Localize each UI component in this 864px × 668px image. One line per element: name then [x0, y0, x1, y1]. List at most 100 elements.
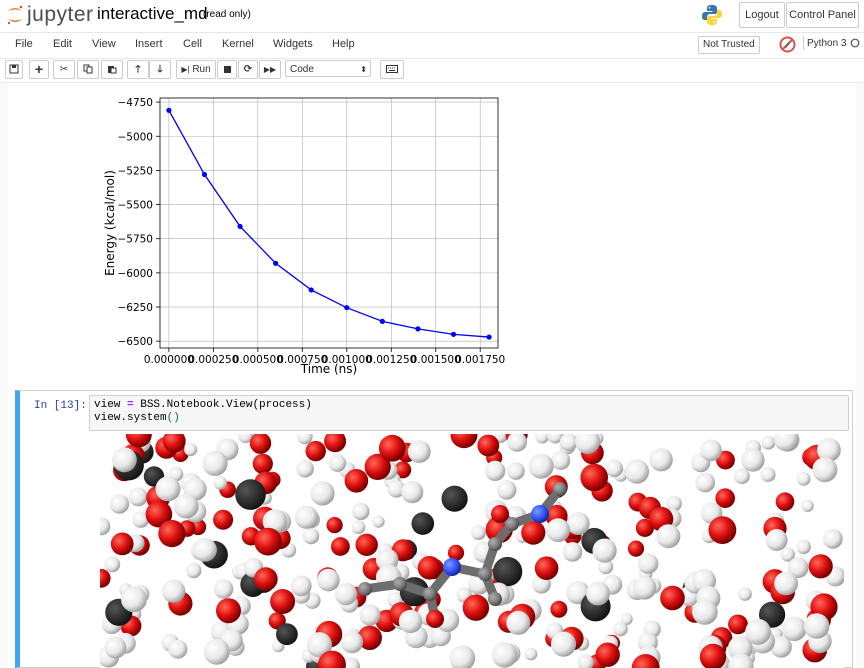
menu-kernel[interactable]: Kernel [222, 38, 254, 50]
cell-type-select[interactable]: Code ⬍ [285, 60, 371, 77]
nitrogen-atom [443, 558, 461, 576]
run-button[interactable]: ▶| Run [176, 60, 216, 79]
menu-cell[interactable]: Cell [183, 38, 202, 50]
jupyter-logo-icon [7, 5, 23, 25]
hydrogen-atom [317, 568, 340, 592]
save-button[interactable] [5, 60, 23, 79]
oxygen-atom [378, 434, 406, 462]
menu-help[interactable]: Help [332, 38, 355, 50]
hydrogen-atom [598, 559, 614, 575]
hydrogen-atom [203, 638, 230, 665]
hydrogen-atom [168, 639, 188, 659]
restart-run-all-button[interactable]: ▶▶ [259, 60, 281, 79]
logout-button[interactable]: Logout [739, 2, 785, 28]
hydrogen-atom [401, 481, 424, 504]
hydrogen-atom [535, 434, 550, 444]
hydrogen-atom [637, 553, 659, 574]
hydrogen-atom [695, 472, 716, 493]
plot-ticks: 0.0000000.0002500.0005000.0007500.001000… [117, 97, 505, 366]
menu-widgets[interactable]: Widgets [273, 38, 313, 50]
energy-series-points [166, 107, 492, 340]
dark-atom [759, 601, 786, 628]
interrupt-button[interactable] [217, 60, 237, 79]
menu-insert[interactable]: Insert [135, 38, 163, 50]
oxygen-atom [254, 527, 282, 556]
code-editor[interactable]: view = BSS.Notebook.View(process) view.s… [89, 395, 849, 431]
oxygen-atom [326, 517, 343, 534]
data-point [344, 305, 350, 311]
notebook-name[interactable]: interactive_md [97, 4, 208, 23]
hydrogen-atom [484, 460, 506, 481]
cut-button[interactable]: ✂ [53, 60, 75, 79]
move-down-button[interactable]: 🡓 [149, 60, 171, 79]
oxygen-atom [216, 598, 241, 624]
oxygen-atom [447, 544, 465, 561]
data-point [379, 318, 385, 324]
oxygen-atom [595, 642, 620, 667]
hydrogen-atom [796, 539, 811, 555]
x-tick-label: 0.000500 [233, 354, 283, 366]
carbon-atom [393, 577, 407, 591]
paste-button[interactable] [101, 60, 123, 79]
oxygen-atom [716, 450, 735, 470]
hydrogen-atom [121, 586, 147, 613]
arrow-down-icon: 🡓 [157, 64, 163, 75]
code-parens: () [166, 412, 180, 424]
hydrogen-atom [351, 520, 366, 535]
oxygen-atom [477, 434, 500, 457]
hydrogen-atom [155, 476, 181, 502]
hydrogen-atom [294, 505, 319, 529]
insert-cell-button[interactable]: + [29, 60, 49, 79]
restart-button[interactable]: ⟳ [238, 60, 258, 79]
move-up-button[interactable]: 🡑 [127, 60, 149, 79]
oxygen-atom [125, 434, 152, 448]
menu-view[interactable]: View [92, 38, 116, 50]
data-point [308, 287, 314, 293]
code-token: view.system [94, 412, 167, 424]
oxygen-atom [462, 594, 490, 621]
step-forward-icon: ▶| [181, 65, 190, 74]
x-tick-label: 0.000250 [188, 354, 238, 366]
oxygen-atom [355, 533, 378, 556]
hydrogen-atom [656, 524, 681, 549]
not-trusted-indicator[interactable]: Not Trusted [698, 36, 760, 54]
hydrogen-atom [796, 472, 811, 486]
carbon-atom [488, 592, 502, 606]
hydrogen-atom [290, 575, 312, 597]
command-palette-button[interactable] [380, 60, 404, 79]
hydrogen-atom [471, 525, 486, 540]
x-tick-label: 0.001750 [455, 354, 505, 366]
hydrogen-atom [213, 579, 234, 599]
y-tick-label: −5500 [117, 200, 153, 212]
oxygen-atom [631, 654, 660, 668]
hydrogen-atom [551, 451, 571, 470]
hydrogen-atom [100, 517, 111, 536]
carbon-atom [505, 517, 519, 531]
hydrogen-atom [213, 476, 227, 490]
python-logo-icon [702, 5, 722, 25]
oxygen-atom [249, 434, 272, 454]
control-panel-button[interactable]: Control Panel [786, 2, 859, 28]
hydrogen-atom [128, 487, 148, 507]
molecule-viewer-canvas[interactable] [100, 434, 844, 668]
paste-icon [108, 66, 117, 74]
restart-icon: ⟳ [243, 64, 253, 75]
copy-button[interactable] [77, 60, 99, 79]
jupyter-logo[interactable]: jupyter [6, 2, 94, 28]
molecule-viewer[interactable] [100, 434, 844, 668]
hydrogen-atom [161, 579, 186, 603]
data-point [166, 107, 172, 113]
data-point [415, 326, 421, 332]
y-tick-label: −5750 [117, 234, 153, 246]
header: jupyter interactive_md (read only) Logou… [0, 0, 864, 30]
kernel-indicator[interactable]: Python 3 [800, 36, 860, 50]
y-tick-label: −5000 [117, 131, 153, 143]
x-tick-label: 0.000750 [277, 354, 327, 366]
hydrogen-atom [192, 537, 217, 562]
menu-edit[interactable]: Edit [53, 38, 72, 50]
menu-file[interactable]: File [15, 38, 33, 50]
hydrogen-atom [334, 582, 358, 606]
hydrogen-atom [801, 499, 814, 512]
left-gutter [0, 83, 8, 668]
hydrogen-atom [773, 434, 799, 452]
